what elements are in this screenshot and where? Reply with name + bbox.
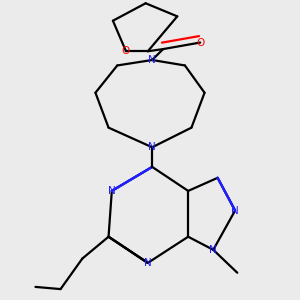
Text: N: N: [148, 142, 156, 152]
Text: O: O: [122, 46, 130, 56]
Text: O: O: [196, 38, 204, 47]
Text: N: N: [144, 258, 152, 268]
Text: N: N: [108, 186, 116, 196]
Text: N: N: [148, 55, 156, 65]
Text: N: N: [209, 245, 217, 255]
Text: N: N: [231, 206, 239, 215]
